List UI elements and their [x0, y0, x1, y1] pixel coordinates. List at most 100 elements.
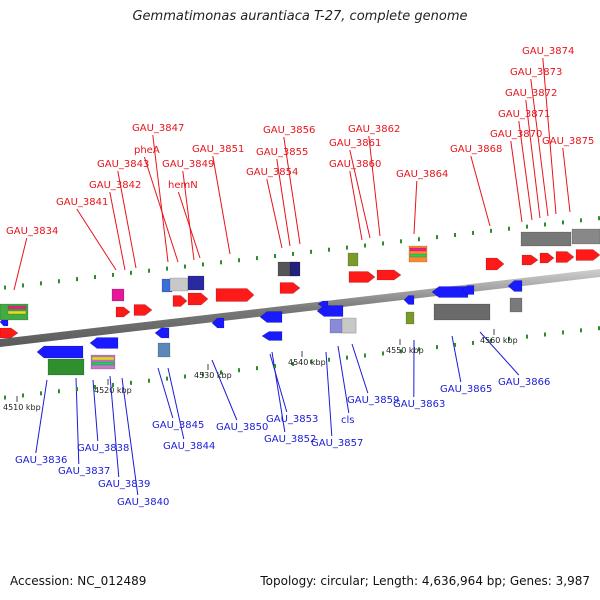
forward-track-tick: [490, 228, 492, 233]
forward-track-tick: [94, 275, 96, 280]
forward-track-tick: [184, 264, 186, 269]
reverse-track-tick: [562, 330, 564, 335]
forward-track-tick: [508, 226, 510, 231]
forward-gene-label: GAU_3871: [498, 109, 550, 120]
reverse-track-tick: [238, 368, 240, 373]
reverse-track-tick: [472, 340, 474, 345]
forward-gene-arrow: [539, 252, 555, 264]
forward-leader-line: [562, 147, 571, 213]
forward-track-tick: [454, 233, 456, 238]
forward-track-tick: [382, 241, 384, 246]
forward-leader-line: [13, 237, 28, 291]
reverse-gene-label: GAU_3859: [347, 395, 399, 406]
reverse-leader-line: [35, 379, 48, 454]
forward-track-tick: [22, 283, 24, 288]
forward-leader-line: [276, 158, 291, 247]
forward-gene-label: GAU_3873: [510, 67, 562, 78]
kbp-tick-label: 4560 kbp: [480, 336, 518, 345]
forward-gene-arrow: [376, 269, 402, 281]
forward-leader-line: [530, 78, 549, 217]
forward-leader-line: [152, 134, 169, 263]
reverse-track-tick: [256, 366, 258, 371]
reverse-gene-label: GAU_3844: [163, 441, 215, 452]
forward-track-tick: [436, 235, 438, 240]
rna-gene-box: [111, 288, 125, 302]
reverse-track-tick: [580, 328, 582, 333]
forward-gene-label: GAU_3847: [132, 123, 184, 134]
reverse-gene-arrow: [89, 337, 119, 349]
reverse-gene-arrow: [261, 331, 283, 341]
reverse-leader-line: [451, 335, 462, 383]
forward-gene-arrow: [575, 249, 600, 261]
reverse-leader-line: [211, 359, 238, 421]
forward-gene-label: GAU_3862: [348, 124, 400, 135]
reverse-leader-line: [337, 345, 350, 414]
reverse-track-tick: [4, 395, 6, 400]
reverse-track-tick: [292, 361, 294, 366]
forward-leader-line: [143, 156, 179, 263]
reverse-gene-arrow: [36, 345, 84, 359]
reverse-track-tick: [220, 370, 222, 375]
forward-leader-line: [368, 135, 381, 237]
reverse-leader-line: [92, 379, 99, 442]
forward-track-tick: [562, 220, 564, 225]
forward-track-tick: [148, 268, 150, 273]
reverse-gene-label: cls: [341, 415, 355, 426]
reverse-track-tick: [58, 389, 60, 394]
forward-gene-label: pheA: [134, 145, 160, 156]
forward-track-tick: [274, 254, 276, 259]
forward-gene-arrow: [279, 282, 301, 294]
forward-gene-arrow: [485, 257, 505, 271]
forward-gene-label: GAU_3870: [490, 129, 542, 140]
pseudogene-box: [509, 297, 523, 313]
rna-gene-box: [157, 342, 171, 358]
forward-track-tick: [40, 281, 42, 286]
forward-track-tick: [130, 270, 132, 275]
forward-track-tick: [400, 239, 402, 244]
forward-gene-arrow: [115, 306, 131, 318]
forward-gene-label: GAU_3843: [97, 159, 149, 170]
kbp-tick-label: 4510 kbp: [3, 403, 41, 412]
forward-gene-label: hemN: [168, 180, 198, 191]
rna-gene-box: [7, 310, 27, 315]
rna-gene-box: [347, 252, 359, 267]
reverse-gene-label: GAU_3853: [266, 414, 318, 425]
reverse-track-tick: [202, 372, 204, 377]
kbp-tick-label: 4540 kbp: [288, 358, 326, 367]
forward-gene-arrow: [187, 292, 209, 306]
pseudogene-box: [433, 303, 491, 321]
forward-gene-label: GAU_3868: [450, 144, 502, 155]
forward-leader-line: [182, 170, 195, 261]
reverse-gene-arrow: [211, 317, 225, 329]
reverse-gene-arrow: [154, 327, 170, 339]
forward-track-tick: [526, 224, 528, 229]
reverse-track-tick: [130, 380, 132, 385]
reverse-gene-label: GAU_3852: [264, 434, 316, 445]
rna-gene-box: [341, 317, 357, 334]
reverse-gene-label: GAU_3865: [440, 384, 492, 395]
forward-gene-label: GAU_3864: [396, 169, 448, 180]
forward-gene-label: GAU_3851: [192, 144, 244, 155]
reverse-gene-label: GAU_3857: [311, 438, 363, 449]
reverse-track-tick: [112, 382, 114, 387]
forward-track-tick: [580, 218, 582, 223]
forward-gene-label: GAU_3872: [505, 88, 557, 99]
reverse-gene-label: GAU_3836: [15, 455, 67, 466]
forward-gene-label: GAU_3875: [542, 136, 594, 147]
forward-leader-line: [470, 155, 491, 227]
reverse-leader-line: [121, 377, 139, 496]
rna-gene-box: [7, 305, 27, 310]
forward-track-tick: [4, 285, 6, 290]
reverse-track-tick: [166, 376, 168, 381]
forward-leader-line: [212, 155, 231, 255]
reverse-track-tick: [328, 357, 330, 362]
forward-gene-label: GAU_3849: [162, 159, 214, 170]
forward-track-tick: [598, 216, 600, 221]
forward-track-tick: [202, 262, 204, 267]
reverse-track-tick: [148, 378, 150, 383]
reverse-track-tick: [184, 374, 186, 379]
forward-track-tick: [472, 230, 474, 235]
forward-gene-arrow: [0, 327, 19, 339]
rna-gene-box: [409, 253, 427, 258]
